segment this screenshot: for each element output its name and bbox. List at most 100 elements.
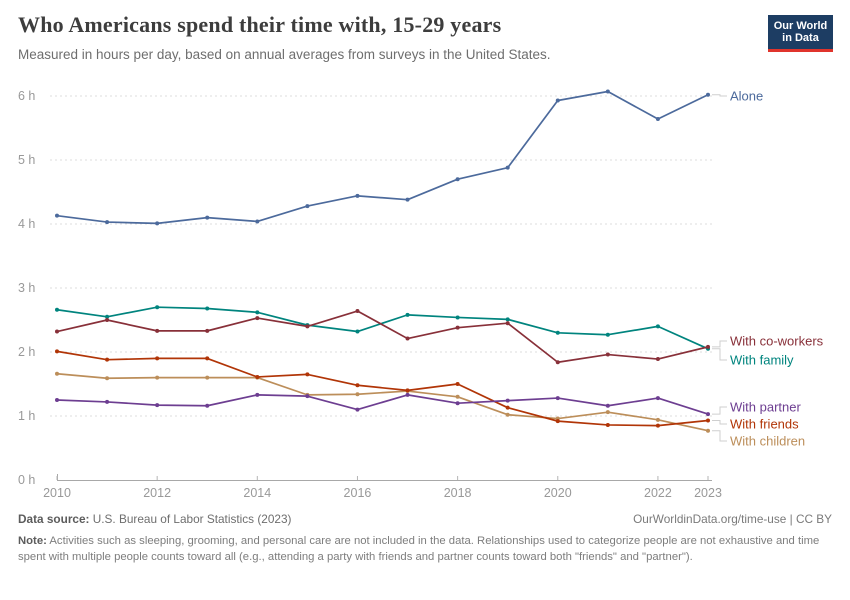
data-point-alone-2022[interactable] — [655, 117, 660, 122]
data-point-with-friends-2011[interactable] — [105, 357, 110, 362]
data-point-with-children-2022[interactable] — [655, 417, 660, 422]
data-point-with-co-workers-2014[interactable] — [255, 316, 260, 321]
data-point-alone-2018[interactable] — [455, 177, 460, 182]
data-point-alone-2011[interactable] — [105, 220, 110, 225]
data-point-with-friends-2016[interactable] — [355, 383, 360, 388]
data-point-with-partner-2013[interactable] — [205, 403, 210, 408]
data-point-with-partner-2018[interactable] — [455, 401, 460, 406]
y-axis-label-2h: 2 h — [18, 345, 35, 359]
data-point-with-co-workers-2015[interactable] — [305, 324, 310, 329]
data-point-alone-2023[interactable] — [706, 92, 710, 97]
data-point-with-friends-2014[interactable] — [255, 374, 260, 379]
data-point-with-family-2021[interactable] — [605, 332, 610, 337]
data-point-with-family-2017[interactable] — [405, 312, 410, 317]
data-point-with-friends-2015[interactable] — [305, 372, 310, 377]
data-point-with-partner-2021[interactable] — [605, 403, 610, 408]
data-point-alone-2015[interactable] — [305, 204, 310, 209]
y-axis-label-0h: 0 h — [18, 473, 35, 487]
data-point-with-children-2010[interactable] — [55, 371, 59, 376]
data-point-with-co-workers-2019[interactable] — [505, 321, 510, 326]
data-point-with-partner-2017[interactable] — [405, 392, 410, 397]
data-point-alone-2014[interactable] — [255, 219, 260, 224]
data-point-with-friends-2020[interactable] — [555, 419, 560, 424]
plot-area[interactable]: 0 h 1 h 2 h 3 h 4 h 5 h 6 h 2010 2012 2014 2016 201… — [0, 80, 850, 510]
data-point-with-family-2016[interactable] — [355, 329, 360, 334]
data-point-with-co-workers-2022[interactable] — [655, 357, 660, 362]
data-point-with-partner-2016[interactable] — [355, 407, 360, 412]
series-label-with-co-workers[interactable]: With co-workers — [730, 334, 824, 349]
data-point-with-children-2021[interactable] — [605, 410, 610, 415]
data-point-with-partner-2019[interactable] — [505, 398, 510, 403]
license-link[interactable]: OurWorldinData.org/time-use | CC BY — [633, 512, 832, 526]
data-point-with-friends-2022[interactable] — [655, 423, 660, 428]
series-line-alone[interactable] — [56, 90, 709, 225]
data-point-with-co-workers-2020[interactable] — [555, 360, 560, 365]
data-point-with-partner-2011[interactable] — [105, 399, 110, 404]
x-axis-label-2010: 2010 — [43, 486, 71, 500]
data-point-with-partner-2022[interactable] — [655, 396, 660, 401]
data-point-with-family-2019[interactable] — [505, 317, 510, 322]
series-line-with-partner[interactable] — [56, 394, 709, 415]
data-point-with-family-2022[interactable] — [655, 324, 660, 329]
data-point-with-friends-2017[interactable] — [405, 388, 410, 393]
data-source-text: U.S. Bureau of Labor Statistics (2023) — [89, 512, 292, 526]
data-source-line[interactable]: Data source: U.S. Bureau of Labor Statis… — [18, 512, 291, 526]
data-point-with-friends-2013[interactable] — [205, 356, 210, 361]
data-point-with-partner-2020[interactable] — [555, 396, 560, 401]
series-label-connector-alone — [712, 94, 727, 97]
data-point-with-co-workers-2010[interactable] — [55, 329, 59, 334]
data-point-with-family-2011[interactable] — [105, 314, 110, 319]
data-point-with-family-2013[interactable] — [205, 306, 210, 311]
data-point-with-children-2023[interactable] — [706, 428, 710, 433]
data-point-with-partner-2023[interactable] — [706, 412, 710, 417]
data-point-with-children-2019[interactable] — [505, 412, 510, 417]
data-point-with-co-workers-2016[interactable] — [355, 309, 360, 314]
data-point-alone-2010[interactable] — [55, 213, 59, 218]
data-point-with-children-2018[interactable] — [455, 394, 460, 399]
data-point-with-friends-2021[interactable] — [605, 422, 610, 427]
data-point-with-children-2013[interactable] — [205, 375, 210, 380]
data-point-with-friends-2010[interactable] — [55, 349, 59, 354]
data-point-with-co-workers-2018[interactable] — [455, 325, 460, 330]
data-point-with-friends-2018[interactable] — [455, 382, 460, 386]
series-label-with-partner[interactable]: With partner — [730, 400, 801, 415]
data-point-with-family-2014[interactable] — [255, 310, 260, 315]
data-point-with-partner-2010[interactable] — [55, 398, 59, 402]
data-point-with-family-2010[interactable] — [55, 307, 59, 312]
series-line-with-co-workers[interactable] — [56, 310, 709, 364]
data-point-with-children-2016[interactable] — [355, 392, 360, 397]
data-point-with-co-workers-2021[interactable] — [605, 352, 610, 357]
data-point-with-co-workers-2017[interactable] — [405, 336, 410, 341]
data-point-alone-2016[interactable] — [355, 193, 360, 198]
data-point-alone-2017[interactable] — [405, 197, 410, 202]
data-point-with-friends-2019[interactable] — [505, 405, 510, 410]
series-label-with-children[interactable]: With children — [730, 434, 805, 449]
series-line-with-family[interactable] — [56, 306, 709, 350]
data-point-alone-2012[interactable] — [155, 221, 160, 226]
data-point-with-partner-2015[interactable] — [305, 394, 310, 399]
x-axis-label-2022: 2022 — [644, 486, 672, 500]
data-point-with-children-2012[interactable] — [155, 375, 160, 380]
data-point-with-partner-2012[interactable] — [155, 403, 160, 408]
data-point-with-co-workers-2023[interactable] — [706, 344, 710, 349]
data-point-alone-2021[interactable] — [605, 89, 610, 94]
series-label-alone[interactable]: Alone — [730, 89, 763, 104]
series-line-with-children[interactable] — [56, 372, 709, 432]
data-point-with-friends-2023[interactable] — [706, 418, 710, 423]
series-label-with-friends[interactable]: With friends — [730, 417, 799, 432]
data-point-with-co-workers-2011[interactable] — [105, 318, 110, 322]
data-point-with-co-workers-2012[interactable] — [155, 328, 160, 333]
data-point-with-friends-2012[interactable] — [155, 356, 160, 361]
data-point-with-children-2011[interactable] — [105, 376, 110, 381]
data-point-with-family-2018[interactable] — [455, 315, 460, 320]
data-point-alone-2020[interactable] — [555, 98, 560, 103]
data-point-with-co-workers-2013[interactable] — [205, 328, 210, 333]
data-point-alone-2013[interactable] — [205, 215, 210, 220]
data-point-alone-2019[interactable] — [505, 165, 510, 170]
series-label-with-family[interactable]: With family — [730, 353, 794, 368]
data-point-with-partner-2014[interactable] — [255, 392, 260, 397]
data-point-with-family-2020[interactable] — [555, 330, 560, 335]
owid-logo[interactable]: Our World in Data — [768, 15, 833, 52]
data-point-with-family-2012[interactable] — [155, 305, 160, 310]
series-line-with-friends[interactable] — [56, 350, 709, 427]
